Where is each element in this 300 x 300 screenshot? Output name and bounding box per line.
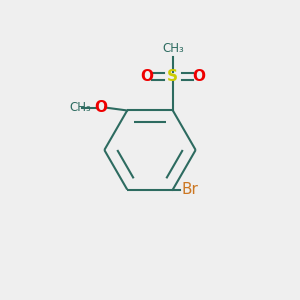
Text: O: O: [94, 100, 107, 115]
Text: S: S: [167, 69, 178, 84]
Text: O: O: [140, 69, 153, 84]
Text: CH₃: CH₃: [69, 101, 91, 114]
Text: Br: Br: [182, 182, 199, 197]
Text: O: O: [192, 69, 205, 84]
Text: CH₃: CH₃: [162, 42, 184, 56]
